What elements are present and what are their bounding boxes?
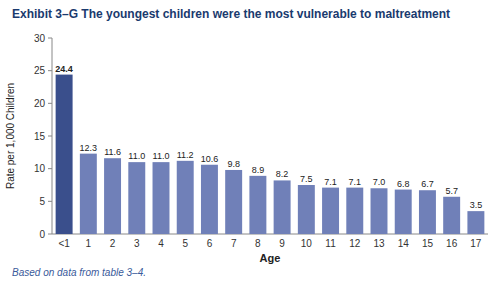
y-tick [48, 70, 52, 71]
bar [56, 75, 73, 234]
bar [322, 188, 339, 234]
data-label: 6.7 [421, 179, 434, 189]
bar [177, 161, 194, 234]
y-tick [48, 103, 52, 104]
x-tick-label: 11 [325, 238, 336, 249]
data-label: 7.5 [300, 174, 313, 184]
footnote: Based on data from table 3–4. [12, 267, 146, 278]
x-axis-title: Age [260, 252, 281, 264]
data-label: 9.8 [227, 159, 240, 169]
data-label: 3.5 [470, 200, 483, 210]
data-label: 8.2 [276, 169, 289, 179]
bar [128, 162, 145, 234]
bar [395, 190, 412, 234]
x-tick-label: 5 [182, 238, 188, 249]
y-tick-label: 15 [34, 131, 46, 142]
bar [419, 190, 436, 234]
data-label: 11.0 [128, 151, 145, 161]
y-tick-label: 30 [34, 33, 46, 44]
y-tick [48, 136, 52, 137]
x-tick-label: 14 [398, 238, 410, 249]
bar [371, 188, 388, 234]
y-tick-label: 10 [34, 163, 46, 174]
x-tick-label: 8 [255, 238, 261, 249]
data-label: 11.0 [153, 151, 170, 161]
bar [249, 176, 266, 234]
y-tick-label: 5 [39, 196, 45, 207]
bar [225, 170, 242, 234]
data-label: 12.3 [80, 143, 98, 153]
x-tick-label: 17 [470, 238, 482, 249]
y-tick-label: 0 [39, 229, 45, 240]
x-tick-label: 6 [207, 238, 213, 249]
bars [56, 75, 485, 234]
x-tick-label: 4 [158, 238, 164, 249]
x-tick-label: 12 [349, 238, 361, 249]
x-tick-label: 16 [446, 238, 458, 249]
x-tick-label: 9 [279, 238, 285, 249]
bar [467, 211, 484, 234]
y-tick [48, 201, 52, 202]
x-tick-label: 1 [86, 238, 92, 249]
bar [274, 180, 291, 234]
data-label: 7.0 [373, 177, 386, 187]
data-label: 11.6 [104, 147, 121, 157]
y-tick [48, 234, 52, 235]
data-label: 7.1 [349, 177, 362, 187]
x-tick-label: 10 [301, 238, 313, 249]
bar [104, 158, 121, 234]
y-tick-label: 25 [34, 65, 46, 76]
data-label: 5.7 [445, 186, 458, 196]
x-tick-label: 15 [422, 238, 434, 249]
title-line: Exhibit 3–G The youngest children were t… [12, 7, 450, 21]
y-axis-title: Rate per 1,000 Children [5, 83, 16, 189]
x-tick-label: 13 [373, 238, 385, 249]
data-label: 10.6 [201, 154, 219, 164]
bar [298, 185, 315, 234]
chart: Exhibit 3–G The youngest children were t… [0, 0, 500, 282]
bar [80, 154, 97, 234]
y-tick [48, 168, 52, 169]
data-label: 7.1 [324, 177, 337, 187]
x-tick-label: 7 [231, 238, 237, 249]
title: Exhibit 3–G The youngest children were t… [12, 7, 450, 21]
y-tick [48, 38, 52, 39]
data-label: 11.2 [177, 150, 194, 160]
data-label: 8.9 [252, 165, 265, 175]
bar [346, 188, 363, 234]
bar [201, 165, 218, 234]
bar [443, 197, 460, 234]
x-tick-label: <1 [58, 238, 70, 249]
x-tick-label: 2 [110, 238, 116, 249]
x-tick-label: 3 [134, 238, 140, 249]
y-axis-line [52, 38, 53, 234]
bar [153, 162, 170, 234]
data-label: 6.8 [397, 179, 410, 189]
data-label: 24.4 [55, 64, 73, 74]
y-tick-label: 20 [34, 98, 46, 109]
